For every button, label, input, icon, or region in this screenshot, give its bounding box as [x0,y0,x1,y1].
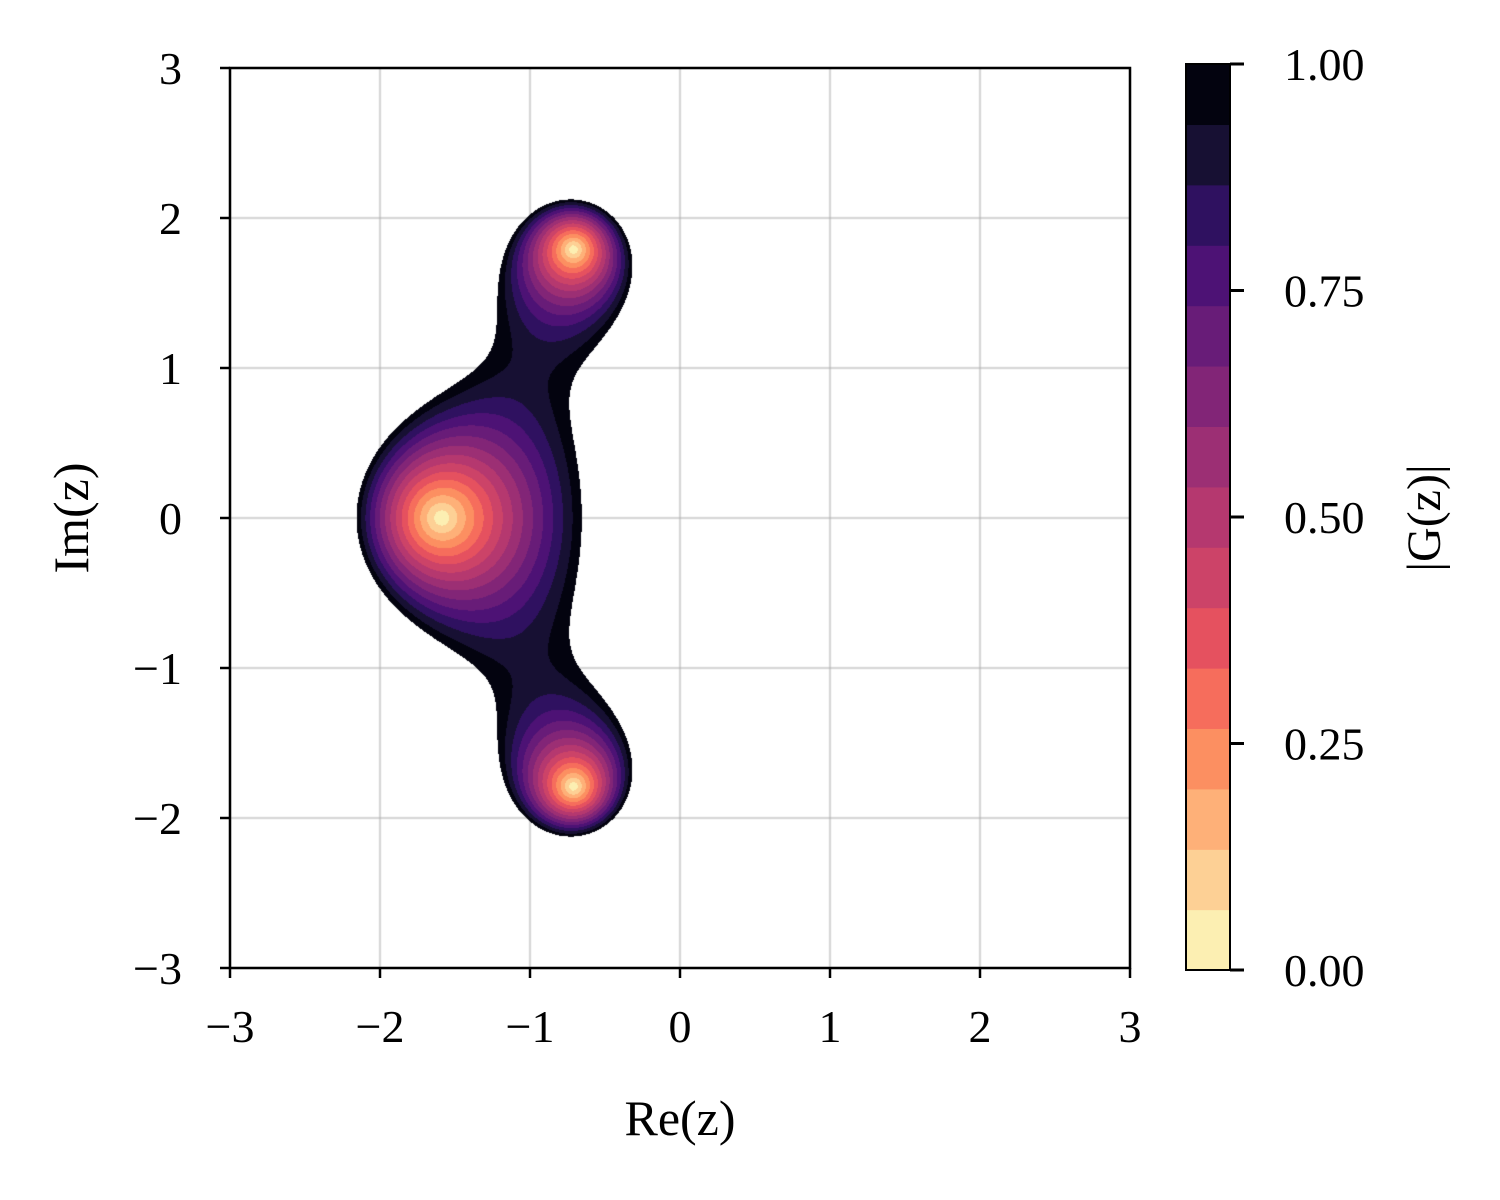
y-tick-label: 0 [159,493,182,544]
y-axis: −3 −2 −1 0 1 2 3 [133,43,230,994]
y-tick-label: −1 [133,643,182,694]
x-axis: −3 −2 −1 0 1 2 3 [206,968,1142,1052]
colorbar-band [1186,788,1230,850]
plot-area [228,66,1132,970]
colorbar-band [1186,124,1230,186]
colorbar-band [1186,305,1230,367]
x-tick-label: −2 [356,1001,405,1052]
y-tick-label: −2 [133,793,182,844]
colorbar-band [1186,607,1230,669]
colorbar-tick-label: 0.50 [1284,492,1365,543]
colorbar-band [1186,184,1230,246]
colorbar-band [1186,64,1230,126]
colorbar-band [1186,365,1230,427]
colorbar-band [1186,245,1230,307]
x-tick-label: 2 [969,1001,992,1052]
colorbar-label: |G(z)| [1398,464,1451,571]
x-axis-label: Re(z) [624,1090,735,1146]
colorbar: 0.00 0.25 0.50 0.75 1.00 |G(z)| [1185,39,1451,996]
y-tick-label: 3 [159,43,182,94]
y-tick-label: −3 [133,943,182,994]
colorbar-band [1186,849,1230,911]
y-axis-label: Im(z) [43,462,99,573]
x-tick-label: −1 [506,1001,555,1052]
colorbar-tick-label: 0.75 [1284,266,1365,317]
colorbar-band [1186,486,1230,548]
colorbar-ticks: 0.00 0.25 0.50 0.75 1.00 [1230,39,1365,996]
contour-image [230,68,1130,968]
x-tick-label: 0 [669,1001,692,1052]
colorbar-tick-label: 0.25 [1284,719,1365,770]
colorbar-band [1186,909,1230,971]
contour-region [230,68,1130,968]
y-tick-label: 1 [159,343,182,394]
colorbar-band [1186,547,1230,609]
colorbar-bands [1186,64,1230,971]
colorbar-band [1186,668,1230,729]
colorbar-band [1186,426,1230,488]
y-tick-label: 2 [159,193,182,244]
x-tick-label: 3 [1119,1001,1142,1052]
x-tick-label: −3 [206,1001,255,1052]
colorbar-band [1186,728,1230,790]
colorbar-tick-label: 0.00 [1284,945,1365,996]
colorbar-tick-label: 1.00 [1284,39,1365,90]
x-tick-label: 1 [819,1001,842,1052]
